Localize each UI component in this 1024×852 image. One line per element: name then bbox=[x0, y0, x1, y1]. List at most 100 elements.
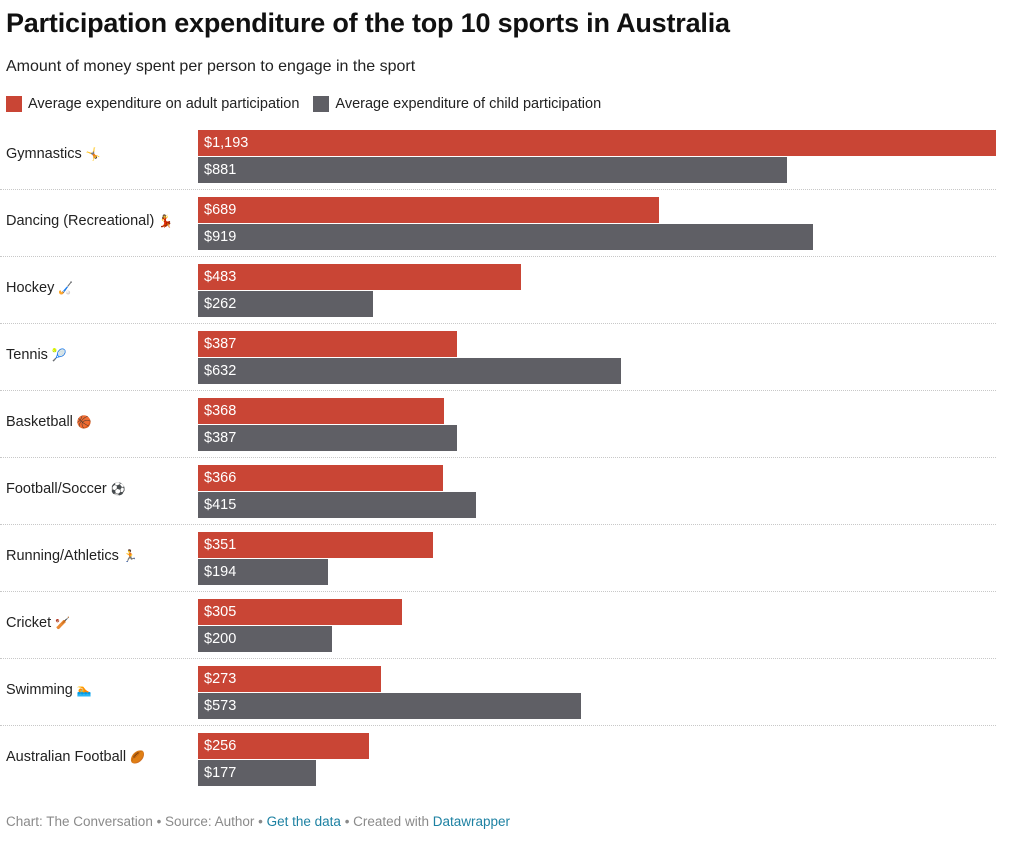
row-divider bbox=[0, 323, 996, 324]
row-swimming: Swimming 🏊 $273 $573 bbox=[0, 660, 1000, 727]
bar-value-label: $273 bbox=[204, 671, 237, 687]
category-emoji-icon: ⚽ bbox=[110, 481, 126, 496]
row-gymnastics: Gymnastics 🤸 $1,193 $881 bbox=[0, 124, 1000, 191]
row-running-athletics: Running/Athletics 🏃 $351 $194 bbox=[0, 526, 1000, 593]
bar-child: $919 bbox=[198, 224, 813, 250]
category-label-text: Cricket bbox=[6, 614, 52, 631]
bar-child: $387 bbox=[198, 425, 457, 451]
bar-adult: $483 bbox=[198, 264, 522, 290]
bar-value-label: $262 bbox=[204, 296, 237, 312]
chart-subtitle: Amount of money spent per person to enga… bbox=[6, 58, 416, 75]
chart-title: Participation expenditure of the top 10 … bbox=[6, 8, 730, 38]
category-label: Tennis 🎾 bbox=[6, 325, 67, 384]
category-label-text: Running/Athletics bbox=[6, 547, 119, 564]
footer-created: • Created with bbox=[344, 814, 429, 829]
row-divider bbox=[0, 524, 996, 525]
bar-value-label: $483 bbox=[204, 269, 237, 285]
footer-credit: Chart: The Conversation • Source: Author… bbox=[6, 814, 263, 829]
category-label: Basketball 🏀 bbox=[6, 392, 92, 451]
bar-child: $632 bbox=[198, 358, 621, 384]
bar-chart: Gymnastics 🤸 $1,193 $881 Dancing (Recreation… bbox=[0, 124, 1000, 794]
row-cricket: Cricket 🏏 $305 $200 bbox=[0, 593, 1000, 660]
category-label-text: Australian Football bbox=[6, 748, 127, 765]
category-emoji-icon: 🏏 bbox=[55, 615, 71, 630]
bar-value-label: $689 bbox=[204, 202, 237, 218]
row-dancing-recreational: Dancing (Recreational) 💃 $689 $919 bbox=[0, 191, 1000, 258]
category-emoji-icon: 💃 bbox=[158, 213, 174, 228]
row-divider bbox=[0, 591, 996, 592]
bar-value-label: $368 bbox=[204, 403, 237, 419]
category-label-text: Basketball bbox=[6, 413, 73, 430]
chart-legend: Average expenditure on adult participati… bbox=[6, 93, 615, 115]
category-label: Australian Football 🏉 bbox=[6, 727, 145, 786]
bar-adult: $1,193 bbox=[198, 130, 996, 156]
category-emoji-icon: 🏊 bbox=[76, 682, 92, 697]
category-label: Running/Athletics 🏃 bbox=[6, 526, 138, 585]
bar-value-label: $200 bbox=[204, 631, 237, 647]
category-label-text: Hockey bbox=[6, 279, 55, 296]
bar-value-label: $351 bbox=[204, 537, 237, 553]
bar-value-label: $415 bbox=[204, 497, 237, 513]
category-emoji-icon: 🏃 bbox=[122, 548, 138, 563]
bar-value-label: $573 bbox=[204, 698, 237, 714]
category-emoji-icon: 🎾 bbox=[51, 347, 67, 362]
category-label-text: Football/Soccer bbox=[6, 480, 107, 497]
bar-child: $194 bbox=[198, 559, 328, 585]
row-divider bbox=[0, 457, 996, 458]
category-label: Dancing (Recreational) 💃 bbox=[6, 191, 173, 250]
category-emoji-icon: 🏑 bbox=[58, 280, 74, 295]
row-tennis: Tennis 🎾 $387 $632 bbox=[0, 325, 1000, 392]
bar-child: $881 bbox=[198, 157, 788, 183]
bar-value-label: $881 bbox=[204, 162, 237, 178]
legend-item-child: Average expenditure of child participati… bbox=[313, 96, 601, 112]
bar-adult: $256 bbox=[198, 733, 370, 759]
bar-child: $262 bbox=[198, 291, 374, 317]
category-emoji-icon: 🏀 bbox=[76, 414, 92, 429]
row-hockey: Hockey 🏑 $483 $262 bbox=[0, 258, 1000, 325]
bar-value-label: $632 bbox=[204, 363, 237, 379]
category-label: Gymnastics 🤸 bbox=[6, 124, 101, 183]
bar-adult: $366 bbox=[198, 465, 443, 491]
category-emoji-icon: 🤸 bbox=[85, 146, 101, 161]
legend-swatch-child bbox=[313, 96, 330, 112]
row-divider bbox=[0, 725, 996, 726]
row-football-soccer: Football/Soccer ⚽ $366 $415 bbox=[0, 459, 1000, 526]
bar-value-label: $305 bbox=[204, 604, 237, 620]
legend-item-adult: Average expenditure on adult participati… bbox=[6, 96, 299, 112]
row-australian-football: Australian Football 🏉 $256 $177 bbox=[0, 727, 1000, 794]
category-label-text: Tennis bbox=[6, 346, 48, 363]
bar-adult: $689 bbox=[198, 197, 659, 223]
bar-value-label: $366 bbox=[204, 470, 237, 486]
bar-adult: $368 bbox=[198, 398, 445, 424]
bar-value-label: $256 bbox=[204, 738, 237, 754]
chart-footer: Chart: The Conversation • Source: Author… bbox=[6, 814, 510, 829]
row-basketball: Basketball 🏀 $368 $387 bbox=[0, 392, 1000, 459]
bar-value-label: $194 bbox=[204, 564, 237, 580]
category-label-text: Dancing (Recreational) bbox=[6, 212, 155, 229]
bar-adult: $351 bbox=[198, 532, 433, 558]
bar-child: $177 bbox=[198, 760, 317, 786]
get-the-data-link[interactable]: Get the data bbox=[266, 814, 341, 829]
bar-child: $415 bbox=[198, 492, 476, 518]
legend-label-adult: Average expenditure on adult participati… bbox=[28, 96, 300, 112]
category-label-text: Gymnastics bbox=[6, 145, 82, 162]
bar-value-label: $177 bbox=[204, 765, 237, 781]
legend-swatch-adult bbox=[6, 96, 22, 112]
bar-adult: $273 bbox=[198, 666, 381, 692]
legend-label-child: Average expenditure of child participati… bbox=[335, 96, 602, 112]
bar-adult: $387 bbox=[198, 331, 457, 357]
category-label-text: Swimming bbox=[6, 681, 73, 698]
category-emoji-icon: 🏉 bbox=[130, 749, 146, 764]
category-label: Swimming 🏊 bbox=[6, 660, 92, 719]
category-label: Cricket 🏏 bbox=[6, 593, 70, 652]
bar-adult: $305 bbox=[198, 599, 402, 625]
row-divider bbox=[0, 256, 996, 257]
bar-value-label: $919 bbox=[204, 229, 237, 245]
category-label: Hockey 🏑 bbox=[6, 258, 73, 317]
datawrapper-link[interactable]: Datawrapper bbox=[432, 814, 511, 829]
category-label: Football/Soccer ⚽ bbox=[6, 459, 126, 518]
bar-value-label: $387 bbox=[204, 430, 237, 446]
bar-child: $573 bbox=[198, 693, 582, 719]
row-divider bbox=[0, 189, 996, 190]
row-divider bbox=[0, 390, 996, 391]
